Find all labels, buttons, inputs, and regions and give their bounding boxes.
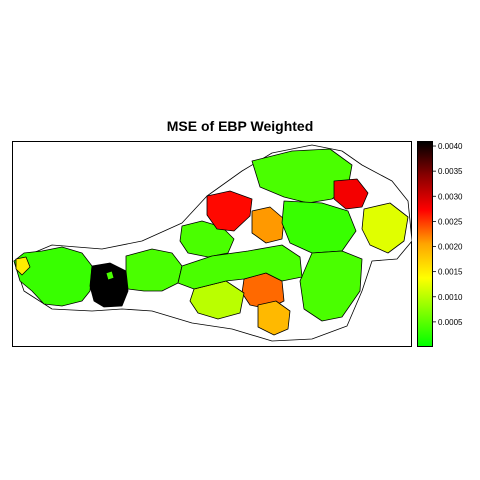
- legend-tick-label: 0.0030: [438, 192, 463, 201]
- region-obersteiermark: [177, 244, 303, 290]
- region-niederoesterreich-south: [299, 250, 363, 322]
- region-burgenland-north: [361, 202, 409, 254]
- legend-tick-label: 0.0040: [438, 142, 463, 151]
- region-salzburg-north: [179, 220, 235, 258]
- map-panel: [12, 141, 412, 347]
- legend-tick-label: 0.0010: [438, 293, 463, 302]
- region-wien-north: [333, 178, 369, 210]
- legend-tick-label: 0.0020: [438, 243, 463, 252]
- region-osttirol: [89, 262, 129, 308]
- region-linz-area: [251, 206, 285, 244]
- region-tirol-west: [13, 246, 93, 307]
- region-pinzgau: [125, 248, 183, 292]
- region-steiermark-south: [257, 300, 291, 336]
- legend-tick-label: 0.0015: [438, 268, 463, 277]
- legend-tick-label: 0.0025: [438, 217, 463, 226]
- region-kaernten-central: [189, 280, 245, 320]
- map-title: MSE of EBP Weighted: [166, 118, 314, 134]
- legend-tick-label: 0.0005: [438, 318, 463, 327]
- legend-color-bar: [417, 141, 433, 347]
- legend-tick-label: 0.0035: [438, 167, 463, 176]
- region-reutte-area: [15, 256, 31, 276]
- region-enclave: [105, 270, 115, 281]
- legend-axis: 0.0005 0.0010 0.0015 0.0020 0.0025 0.0030 0.00…: [433, 142, 463, 327]
- region-innviertel: [206, 190, 253, 232]
- austria-choropleth-map: [13, 144, 412, 342]
